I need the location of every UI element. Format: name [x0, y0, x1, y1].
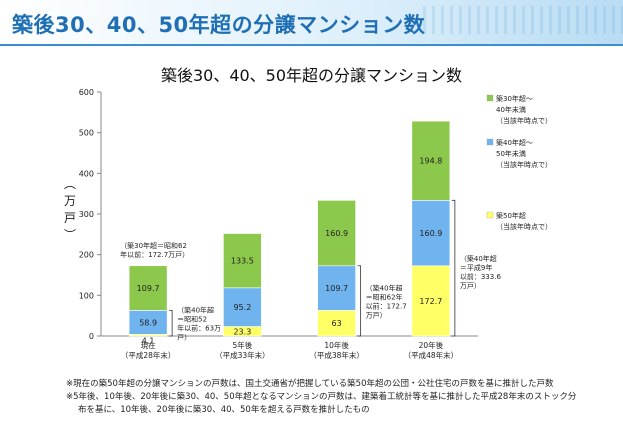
x-category-label: 5年後	[232, 340, 252, 350]
series-30to40-bar	[411, 120, 451, 201]
annotation-y10-40: 以前：172.7	[366, 301, 407, 310]
y-tick-label: 100	[79, 291, 94, 300]
series-30to40-bar	[128, 265, 168, 311]
footnote-1: ※現在の築50年超の分譲マンションの戸数は、国土交通省が把握している築50年超の…	[66, 379, 554, 389]
annotation-y10-40: 万戸）	[366, 311, 387, 319]
series-40to50-bar	[223, 287, 262, 327]
legend-label-series-40to50: （当該年時点で）	[496, 160, 552, 169]
x-category-sublabel: （平成38年末）	[309, 350, 364, 360]
x-category-sublabel: （平成48年末）	[404, 350, 459, 360]
y-tick-label: 0	[89, 332, 94, 341]
footnotes: ※現在の築50年超の分譲マンションの戸数は、国土交通省が把握している築50年超の…	[66, 378, 611, 417]
bracket-y20-40	[451, 199, 456, 337]
y-axis-label-char: 万	[64, 194, 76, 208]
footnote-2-continued: 布を基に、10年後、20年後に築30、40、50年を超える戸数を推計したもの	[78, 405, 370, 415]
series-40to50-bar	[411, 200, 451, 267]
annotation-y10-40: （築40年超	[366, 283, 403, 292]
bar-value-label: 160.9	[419, 229, 442, 238]
header-decoration	[423, 6, 623, 34]
bar-value-label: 23.3	[233, 327, 251, 336]
y-axis-label-char: 戸	[64, 211, 76, 225]
annotation-now-40: （築40年超	[177, 305, 214, 314]
x-category-label: 20年後	[419, 340, 444, 350]
legend-label-series-30to40: 40年未満	[496, 105, 526, 114]
legend-label-series-40to50: 50年未満	[496, 149, 526, 158]
x-category-sublabel: （平成33年末）	[215, 350, 270, 360]
legend-swatch-series-30to40	[486, 94, 494, 102]
bar-value-label: 58.9	[139, 318, 157, 327]
bar-value-label: 172.7	[419, 297, 442, 306]
bar-value-label: 194.8	[419, 157, 442, 166]
page-header: 築後30、40、50年超の分譲マンション数	[0, 0, 623, 46]
annotation-now-30: 年以前：172.7万戸）	[120, 250, 189, 259]
annotation-y20-40: 以前：333.6	[460, 272, 502, 281]
y-tick-label: 400	[79, 169, 94, 178]
legend-label-series-30to40: 築30年超～	[496, 94, 533, 103]
bar-value-label: 109.7	[325, 284, 348, 293]
y-tick-label: 300	[79, 210, 94, 219]
series-50plus-bar	[317, 310, 356, 337]
y-axis-label-char: ︶	[64, 228, 76, 242]
x-category-label: 現在	[141, 340, 156, 350]
bracket-y10-40	[357, 265, 362, 337]
legend-swatch-series-50plus	[486, 211, 494, 219]
bracket-now-40	[169, 309, 173, 337]
y-tick-label: 600	[79, 88, 94, 97]
bar-value-label: 109.7	[137, 284, 160, 293]
annotation-now-40: 年以前：63万	[177, 323, 221, 332]
x-category-label: 10年後	[324, 340, 349, 350]
annotation-now-30: （築30年超＝昭和62	[120, 241, 187, 250]
series-40to50-bar	[317, 265, 356, 311]
annotation-y20-40: （築40年超	[460, 254, 497, 263]
legend-label-series-50plus: 築50年超	[496, 211, 526, 220]
page-title: 築後30、40、50年超の分譲マンション数	[12, 13, 426, 37]
legend-swatch-series-40to50	[486, 138, 494, 146]
legend-label-series-40to50: 築40年超～	[496, 138, 533, 147]
bar-value-label: 160.9	[325, 229, 348, 238]
y-axis-label-char: ︵	[64, 177, 76, 191]
annotation-y10-40: ＝昭和62年	[366, 292, 403, 301]
bar-value-label: 63	[332, 319, 342, 328]
annotation-now-40: ＝昭和52	[177, 314, 207, 323]
legend-label-series-50plus: （当該年時点で）	[496, 222, 552, 231]
series-50plus-bar	[411, 265, 451, 337]
y-tick-label: 200	[79, 251, 94, 260]
annotation-y20-40: ＝平成9年	[460, 263, 492, 272]
series-30to40-bar	[223, 233, 262, 289]
footnote-2: ※5年後、10年後、20年後に築30、40、50年超となるマンションの戸数は、建…	[66, 392, 577, 402]
y-tick-label: 500	[79, 129, 94, 138]
bar-value-label: 133.5	[231, 257, 254, 266]
series-30to40-bar	[317, 200, 356, 267]
legend-label-series-30to40: （当該年時点で）	[496, 116, 552, 125]
x-category-sublabel: （平成28年末）	[121, 350, 176, 360]
chart-title: 築後30、40、50年超の分譲マンション数	[160, 66, 463, 85]
annotation-y20-40: 万戸）	[460, 282, 481, 290]
bar-value-label: 4.1	[142, 336, 155, 345]
bar-value-label: 95.2	[233, 303, 251, 312]
annotation-now-40: 戸）	[177, 333, 191, 341]
